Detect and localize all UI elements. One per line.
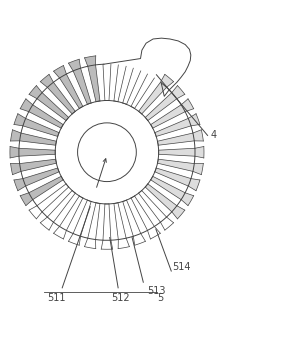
Polygon shape — [14, 114, 59, 137]
Polygon shape — [54, 66, 83, 108]
Text: 5: 5 — [157, 293, 164, 304]
Polygon shape — [145, 184, 185, 219]
Text: 4: 4 — [210, 130, 217, 141]
Polygon shape — [11, 159, 56, 175]
Text: 511: 511 — [47, 293, 66, 304]
Polygon shape — [14, 168, 59, 191]
Polygon shape — [157, 159, 203, 175]
Polygon shape — [145, 86, 185, 121]
Polygon shape — [85, 56, 100, 102]
Polygon shape — [151, 99, 194, 128]
Text: 514: 514 — [173, 262, 191, 272]
Polygon shape — [29, 86, 69, 121]
Polygon shape — [10, 147, 55, 158]
Polygon shape — [11, 130, 56, 145]
Polygon shape — [159, 147, 204, 158]
Polygon shape — [20, 99, 63, 128]
Polygon shape — [20, 176, 63, 206]
Polygon shape — [155, 168, 200, 191]
Polygon shape — [151, 176, 194, 206]
Polygon shape — [157, 130, 203, 145]
Polygon shape — [155, 114, 200, 137]
Polygon shape — [40, 74, 75, 114]
Polygon shape — [139, 74, 174, 114]
Polygon shape — [69, 59, 91, 104]
Text: 513: 513 — [148, 286, 166, 296]
Text: 512: 512 — [112, 293, 130, 304]
